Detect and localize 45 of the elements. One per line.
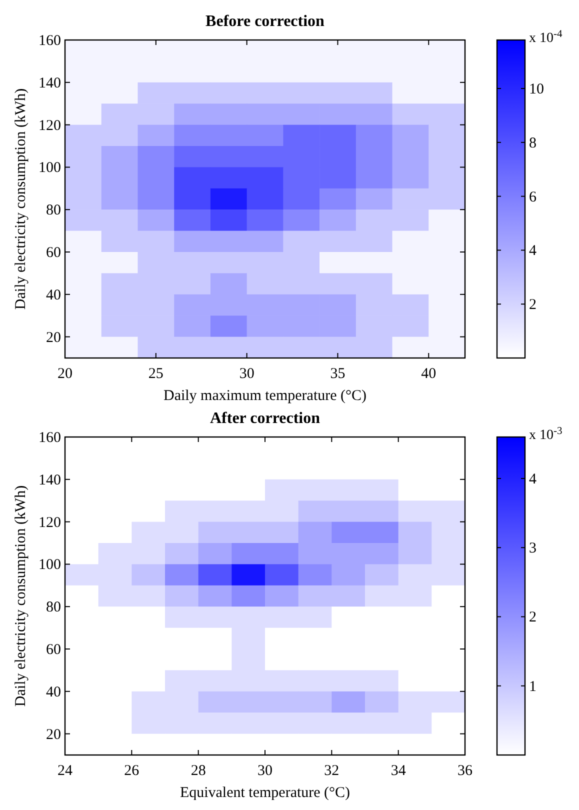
y-tick-label: 40 [46, 287, 61, 304]
x-tick-label: 40 [421, 366, 436, 382]
color-bar-label: 4 [529, 471, 537, 488]
color-bar-label: 8 [529, 135, 536, 152]
color-bar-label: 1 [529, 678, 536, 695]
y-axis-title: Daily electricity consumption (kWh) [13, 485, 29, 707]
x-tick-label: 35 [330, 366, 346, 382]
y-tick-label: 20 [46, 726, 61, 743]
x-tick-label: 24 [58, 763, 73, 779]
y-tick-label: 80 [46, 600, 61, 616]
x-tick-label: 34 [390, 763, 406, 779]
chart-title: After correction [210, 410, 320, 427]
y-tick-label: 40 [46, 684, 61, 700]
x-tick-label: 28 [190, 763, 206, 779]
x-tick-label: 32 [324, 763, 340, 779]
color-bar-label: 2 [529, 610, 536, 626]
color-bar-label: 4 [529, 243, 537, 260]
color-bar-label: 10 [529, 82, 544, 98]
x-tick-label: 36 [458, 763, 473, 779]
color-bar-title: x 10$^{-4}$ [529, 28, 563, 46]
x-axis-title: Daily maximum temperature (°C) [163, 388, 367, 404]
x-tick-label: 20 [58, 366, 72, 382]
y-tick-label: 80 [46, 202, 61, 219]
y-tick-label: 160 [38, 33, 61, 49]
color-bar-label: 2 [529, 297, 536, 314]
x-tick-label: 25 [148, 366, 164, 382]
y-tick-label: 100 [38, 557, 61, 574]
y-tick-label: 100 [38, 160, 61, 176]
x-axis-title: Equivalent temperature (°C) [180, 785, 350, 801]
x-tick-label: 26 [124, 763, 140, 779]
y-tick-label: 160 [38, 430, 61, 446]
y-tick-label: 120 [38, 514, 61, 531]
x-tick-label: 30 [258, 763, 272, 779]
y-tick-label: 120 [38, 118, 61, 134]
y-tick-label: 60 [46, 642, 61, 658]
y-tick-label: 140 [38, 472, 61, 488]
x-tick-label: 30 [239, 366, 254, 382]
color-bar-label: 3 [529, 540, 536, 557]
y-axis-title: Daily electricity consumption (kWh) [13, 88, 29, 310]
y-tick-label: 140 [38, 75, 61, 92]
y-tick-label: 60 [46, 245, 61, 261]
color-bar-label: 6 [529, 189, 537, 206]
chart-title: Before correction [206, 13, 325, 30]
color-bar-title: x 10$^{-3}$ [529, 426, 562, 443]
y-tick-label: 20 [46, 330, 61, 346]
